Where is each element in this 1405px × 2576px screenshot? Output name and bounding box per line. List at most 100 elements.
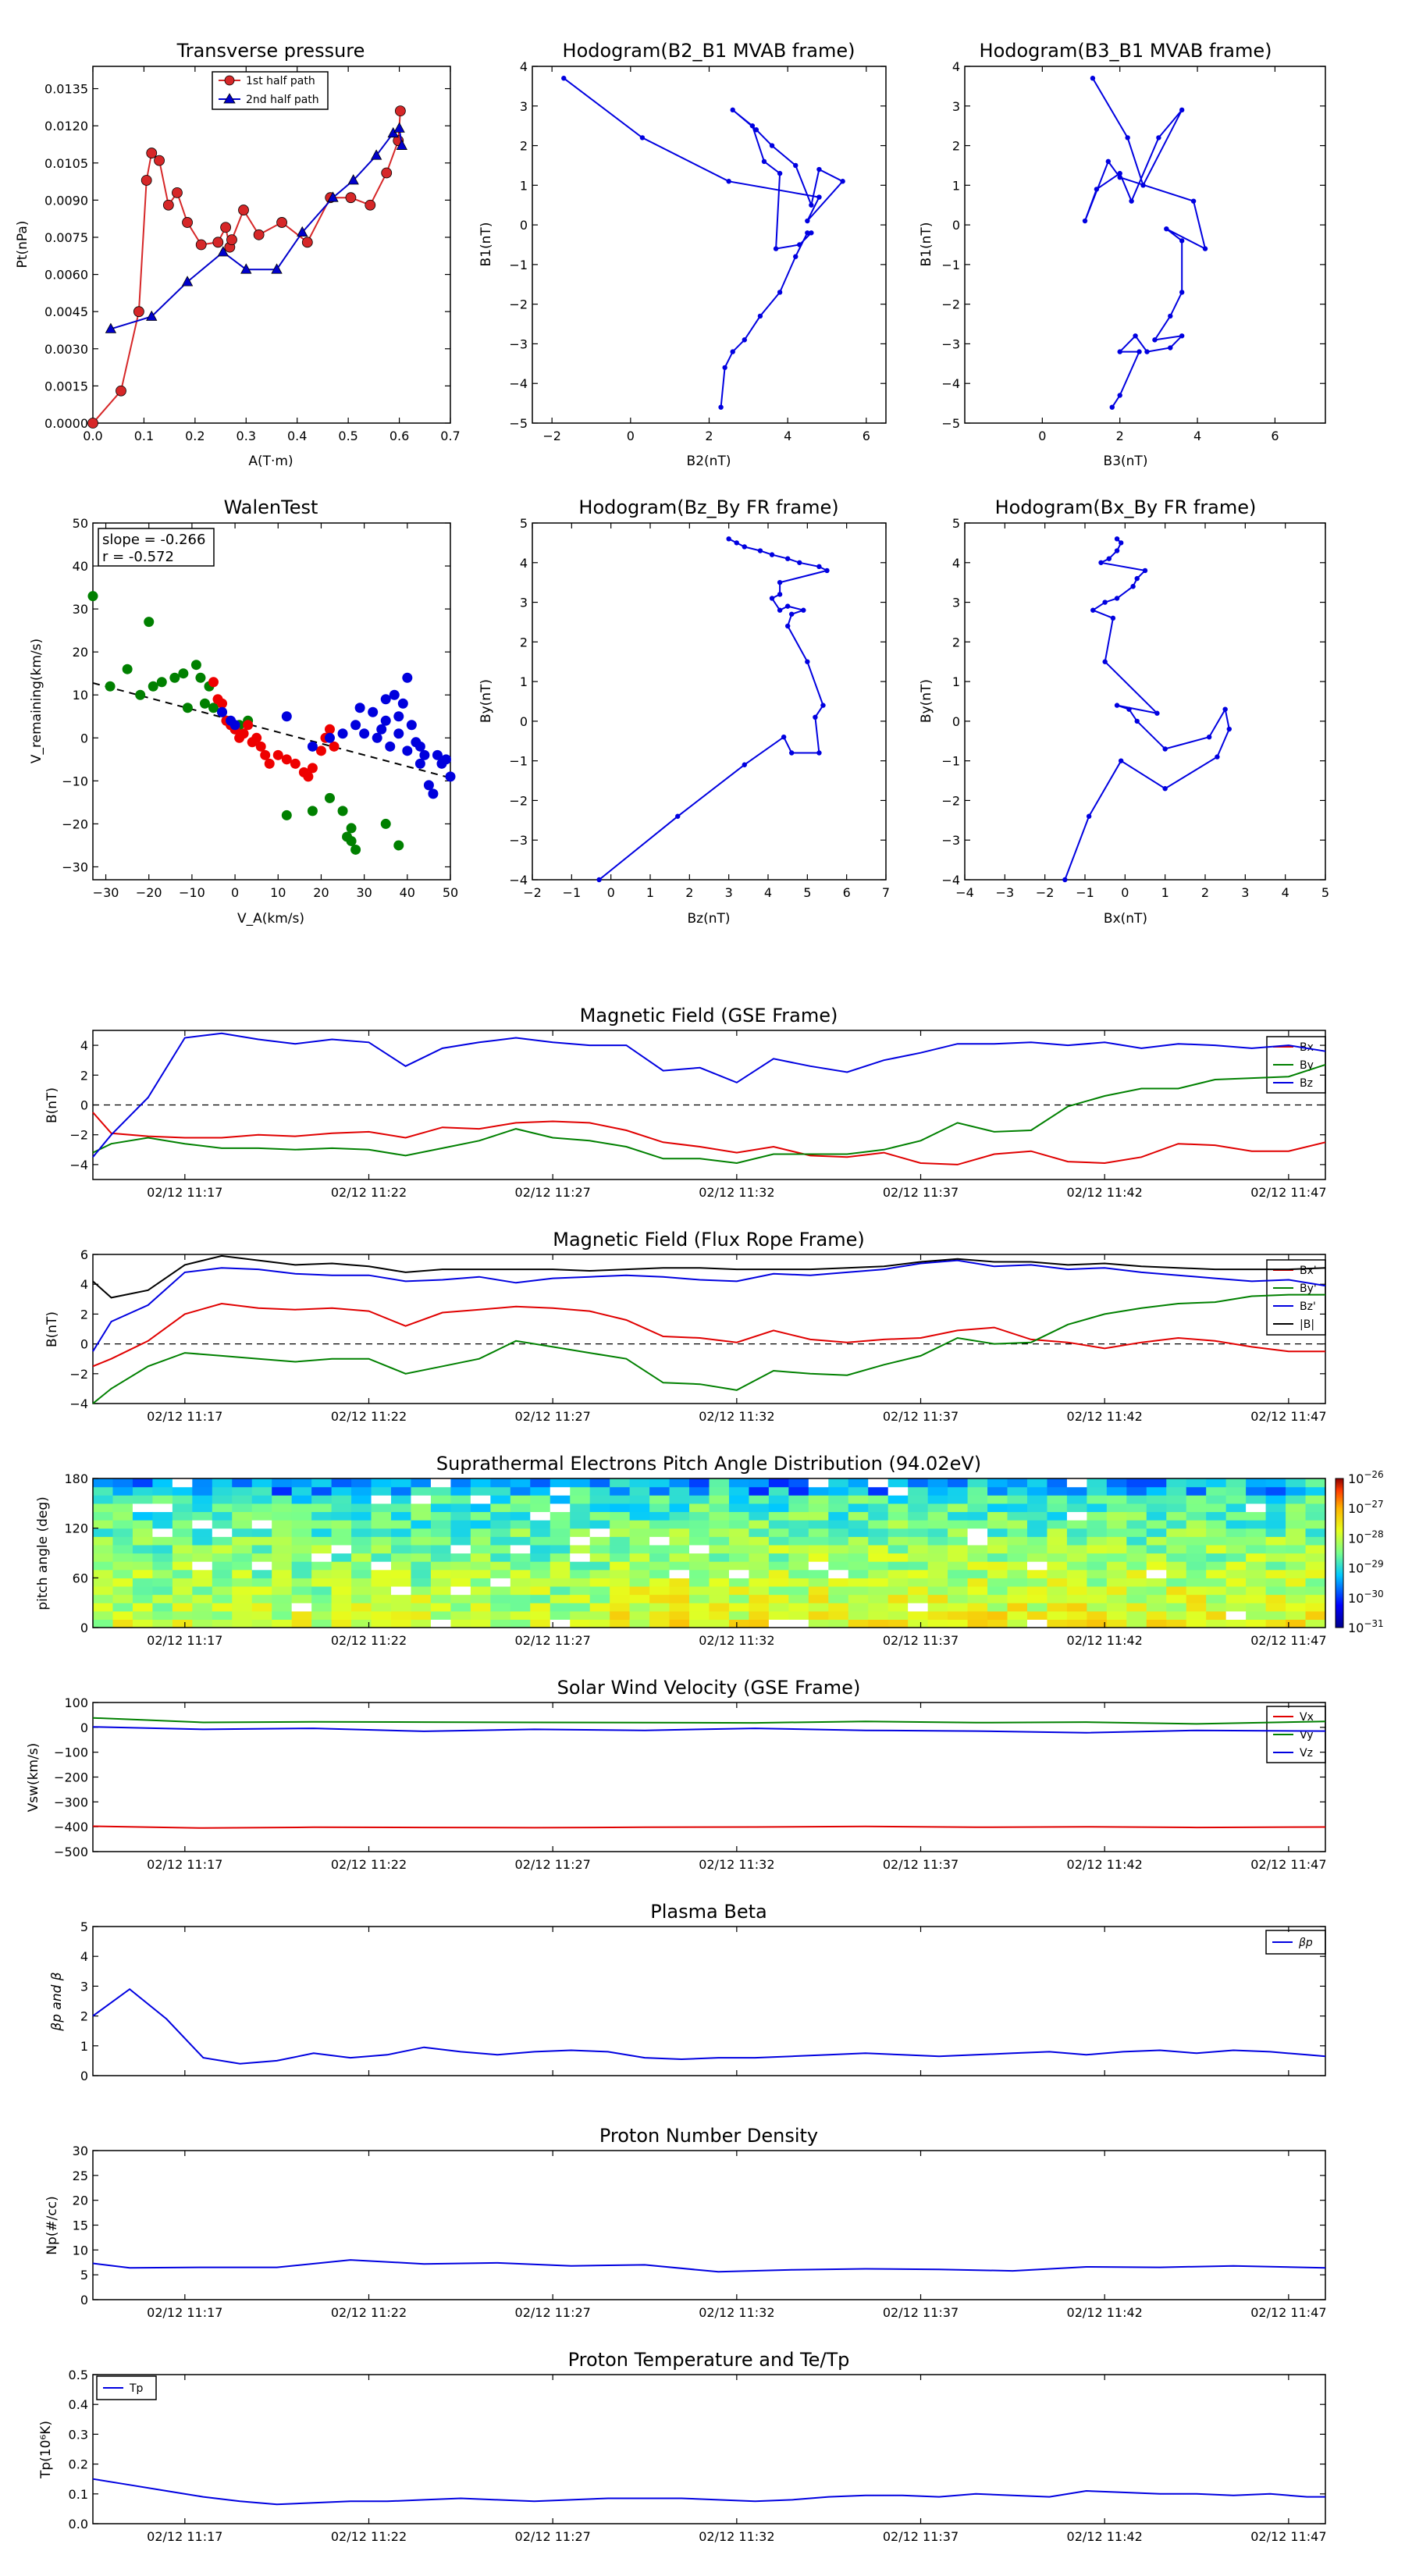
pad-cell — [391, 1495, 412, 1504]
pad-cell — [948, 1569, 969, 1578]
hodo-b2b1-ytick-label: −3 — [509, 336, 528, 351]
hodo-bxby-ytick-label: 1 — [952, 674, 960, 689]
pad-cell — [510, 1503, 531, 1513]
pad-cell — [649, 1528, 670, 1537]
pad-cell — [788, 1544, 809, 1554]
hodo-b2b1-point — [809, 202, 814, 208]
pad-cell — [1026, 1594, 1048, 1603]
pad-cell — [371, 1603, 392, 1612]
pad-cell — [371, 1578, 392, 1587]
pad-cell — [1146, 1544, 1167, 1554]
pad-cell — [411, 1553, 432, 1562]
pad-cell — [649, 1585, 670, 1596]
pad-cell — [610, 1511, 631, 1521]
pad-cell — [1265, 1520, 1286, 1529]
pad-cell — [1286, 1511, 1307, 1521]
hodo-bxby-point — [1130, 584, 1136, 589]
hodo-bxby-xtick-label: −4 — [955, 885, 974, 900]
pad-cell — [749, 1619, 770, 1628]
pad-cell — [669, 1594, 690, 1603]
pad-cell — [1026, 1486, 1048, 1496]
walen-green-point — [169, 672, 180, 683]
pad-cell — [728, 1603, 750, 1612]
title-proton-temperature: Proton Temperature and Te/Tp — [568, 2349, 850, 2371]
pad-cell — [1265, 1553, 1286, 1562]
hodo-bzby-point — [816, 750, 822, 756]
pad-cell — [93, 1594, 114, 1603]
pad-cell — [530, 1486, 551, 1496]
ylabel-transverse: Pt(nPa) — [15, 221, 30, 269]
pad-cell — [391, 1536, 412, 1546]
pad-cell — [272, 1520, 293, 1529]
pad-cell — [987, 1610, 1008, 1620]
hodo-bxby-point — [1162, 746, 1168, 752]
pad-cell — [927, 1594, 948, 1603]
pad-cell — [1126, 1503, 1147, 1513]
pad-cell — [1066, 1511, 1087, 1521]
pad-cell — [331, 1610, 352, 1620]
pad-cell — [251, 1486, 272, 1496]
pad-cell — [709, 1511, 730, 1521]
pad-cell — [152, 1603, 173, 1612]
pad-cell — [1146, 1603, 1167, 1612]
pad-cell — [788, 1520, 809, 1529]
pad-cell — [868, 1520, 889, 1529]
pad-cell — [768, 1520, 789, 1529]
pad-cell — [411, 1511, 432, 1521]
walen-green-point — [324, 792, 335, 803]
pad-cell — [1066, 1594, 1087, 1603]
pad-cell — [589, 1578, 610, 1587]
hodo-bxby-ytick-label: −1 — [941, 754, 960, 769]
pad-cell — [868, 1585, 889, 1596]
pad-cell — [649, 1619, 670, 1628]
pad-cell — [1286, 1610, 1307, 1620]
pad-cell — [1225, 1619, 1247, 1628]
pad-cell — [589, 1528, 610, 1537]
pad-cell — [530, 1585, 551, 1596]
density-frame — [92, 2150, 1326, 2300]
pad-cell — [450, 1561, 471, 1571]
pad-cell — [93, 1553, 114, 1562]
hodo-bzby-point — [777, 579, 783, 585]
pad-cell — [629, 1569, 650, 1578]
pad-cell — [570, 1561, 591, 1571]
density-ytick-label: 10 — [73, 2243, 88, 2258]
pad-cell — [93, 1603, 114, 1612]
mag-fr-ytick-label: −2 — [69, 1367, 88, 1382]
pad-colorbar-base: 10 — [1348, 1591, 1364, 1606]
pad-cell — [1066, 1544, 1087, 1554]
pad-cell — [550, 1495, 571, 1504]
pad-cell — [112, 1511, 133, 1521]
pad-cell — [570, 1544, 591, 1554]
pad-cell — [1047, 1553, 1068, 1562]
hodo-b2b1-point — [757, 313, 763, 319]
pad-cell — [450, 1544, 471, 1554]
pad-cell — [570, 1603, 591, 1612]
pad-colorbar-label: 10−27 — [1348, 1499, 1384, 1516]
mag-fr-series-0-line — [92, 1302, 1325, 1368]
pad-cell — [411, 1578, 432, 1587]
pad-cell — [1087, 1585, 1108, 1596]
pad-cell — [908, 1495, 929, 1504]
pad-cell — [1265, 1544, 1286, 1554]
pad-cell — [411, 1594, 432, 1603]
pad-cell — [331, 1603, 352, 1612]
walen-red-point — [290, 758, 301, 769]
pad-cell — [490, 1585, 511, 1596]
xlabel-bxby: Bx(nT) — [1104, 911, 1147, 927]
hodo-b3b1-point — [1190, 198, 1197, 204]
pad-cell — [470, 1553, 491, 1562]
pad-cell — [589, 1478, 610, 1488]
transverse-1st-point — [394, 105, 406, 117]
walen-red-point — [251, 732, 262, 743]
transverse-ytick-label: 0.0135 — [44, 82, 88, 97]
pad-cell — [1206, 1536, 1227, 1546]
pad-cell — [371, 1503, 392, 1513]
pad-cell — [1166, 1569, 1187, 1578]
pad-cell — [331, 1495, 352, 1504]
pad-cell — [788, 1486, 809, 1496]
pad-cell — [610, 1528, 631, 1537]
pad-cell — [112, 1536, 133, 1546]
pad-cell — [1087, 1619, 1108, 1628]
pad-cell — [1007, 1610, 1028, 1620]
